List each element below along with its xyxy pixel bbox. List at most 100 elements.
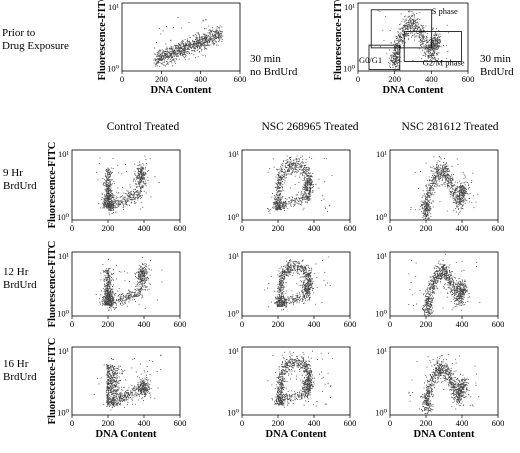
data-point <box>410 18 412 20</box>
data-point <box>110 307 112 309</box>
data-point <box>103 271 105 272</box>
data-point <box>448 185 449 186</box>
data-point <box>429 208 431 210</box>
data-point <box>288 165 290 166</box>
data-point <box>452 177 454 179</box>
data-point <box>306 189 307 190</box>
data-point <box>436 170 438 172</box>
data-point <box>439 36 441 38</box>
data-point <box>281 167 283 169</box>
gate-label: G2/M phase <box>423 58 465 68</box>
data-point <box>106 194 108 196</box>
data-point <box>211 41 213 42</box>
data-point <box>453 191 455 193</box>
data-point <box>142 169 144 171</box>
data-point <box>462 189 464 191</box>
data-point <box>401 37 402 38</box>
data-point <box>455 197 457 198</box>
data-point <box>408 25 410 27</box>
data-point <box>161 52 163 54</box>
data-point <box>276 201 278 203</box>
data-point <box>279 201 280 203</box>
data-point <box>278 206 280 208</box>
data-point <box>105 288 107 290</box>
data-point <box>274 201 276 203</box>
data-point <box>140 283 142 285</box>
data-point <box>186 50 188 52</box>
data-point <box>218 34 220 36</box>
data-point <box>428 55 430 57</box>
data-point <box>427 50 429 52</box>
data-point <box>116 207 118 208</box>
data-point <box>115 197 117 199</box>
data-point <box>112 302 114 304</box>
data-point <box>425 208 426 210</box>
data-point <box>398 59 400 60</box>
data-point <box>475 201 477 203</box>
data-point <box>305 198 307 200</box>
data-point <box>305 172 307 173</box>
data-point <box>451 174 452 176</box>
data-point <box>140 202 142 204</box>
data-point <box>160 56 162 57</box>
data-point <box>110 282 111 283</box>
data-point <box>444 163 446 165</box>
row-label-prior-line2: Drug Exposure <box>2 40 69 52</box>
data-point <box>204 47 206 49</box>
data-point <box>457 191 459 193</box>
data-point <box>462 193 464 195</box>
data-point <box>109 174 110 175</box>
data-point <box>302 188 304 190</box>
data-point <box>424 193 425 195</box>
data-point <box>118 192 120 194</box>
data-point <box>156 58 158 60</box>
data-point <box>304 186 306 188</box>
data-point <box>114 194 116 196</box>
data-point <box>111 205 113 207</box>
data-point <box>457 206 459 207</box>
data-point <box>424 212 426 214</box>
data-point <box>433 194 435 196</box>
data-point <box>280 200 282 202</box>
row-label-16hr-line2: BrdUrd <box>3 371 37 383</box>
data-point <box>277 207 279 209</box>
data-point <box>283 172 285 173</box>
data-point <box>201 40 203 42</box>
data-point <box>282 171 283 173</box>
data-point <box>422 25 424 26</box>
data-point <box>432 27 434 29</box>
data-point <box>121 173 123 175</box>
data-point <box>206 42 208 44</box>
data-point <box>136 195 138 197</box>
data-point <box>429 186 431 188</box>
data-point <box>436 175 438 177</box>
data-point <box>138 197 140 199</box>
data-point <box>219 31 221 33</box>
data-point <box>436 162 438 164</box>
data-point <box>309 176 311 178</box>
data-point <box>424 210 426 212</box>
data-point <box>437 42 439 44</box>
data-point <box>307 184 309 186</box>
data-point <box>142 178 143 180</box>
data-point <box>426 33 428 34</box>
data-point <box>434 172 436 174</box>
data-point <box>201 43 203 45</box>
data-point <box>406 35 407 37</box>
data-point <box>452 197 454 199</box>
data-point <box>422 214 424 216</box>
data-point <box>440 158 442 160</box>
data-point <box>439 46 441 48</box>
data-point <box>197 42 199 44</box>
data-point <box>288 201 289 203</box>
data-point <box>195 47 196 49</box>
data-point <box>159 57 161 59</box>
data-point <box>193 35 195 37</box>
data-point <box>448 174 450 175</box>
data-point <box>109 197 111 199</box>
data-point <box>455 187 457 189</box>
data-point <box>171 57 172 58</box>
data-point <box>457 191 459 192</box>
data-point <box>412 24 413 26</box>
data-point <box>432 182 434 184</box>
